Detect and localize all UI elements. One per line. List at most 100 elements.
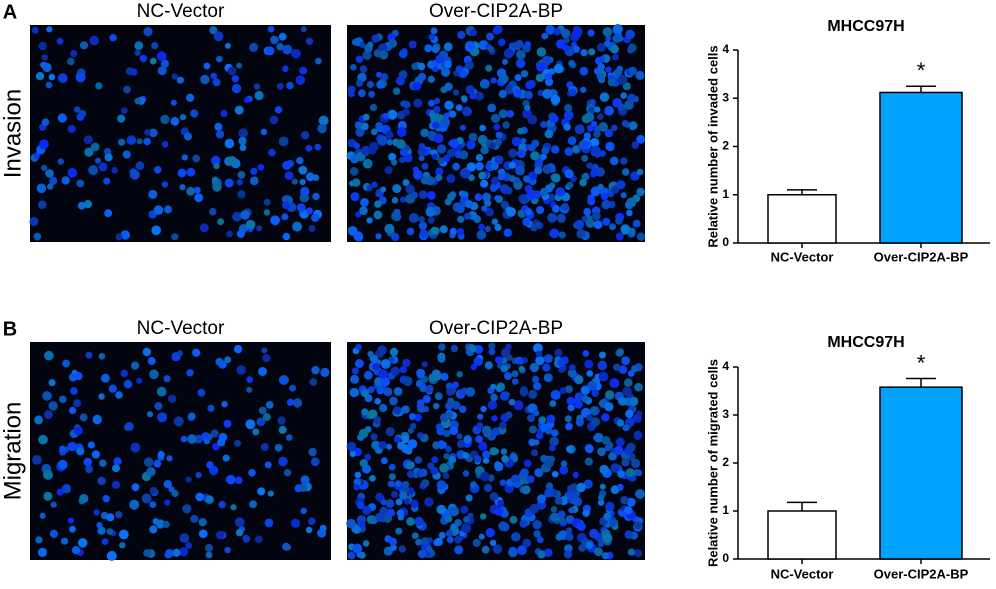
cell xyxy=(143,137,151,146)
cell xyxy=(537,494,546,504)
cell xyxy=(220,109,228,118)
cell xyxy=(555,187,566,197)
cell xyxy=(447,397,455,405)
cell xyxy=(281,213,289,221)
cell xyxy=(354,359,364,368)
cell xyxy=(69,406,77,414)
cell xyxy=(299,178,306,186)
cell xyxy=(98,393,105,400)
cell xyxy=(360,198,369,207)
y-tick-label: 3 xyxy=(722,90,729,104)
cell xyxy=(511,136,522,147)
cell xyxy=(368,409,378,419)
cell xyxy=(579,178,587,187)
cell xyxy=(353,142,360,150)
cell xyxy=(466,162,476,172)
cell xyxy=(594,106,601,113)
cell xyxy=(488,342,496,350)
cell xyxy=(456,228,465,236)
cell xyxy=(445,515,453,523)
cell xyxy=(41,118,50,126)
cell xyxy=(354,471,362,479)
cell xyxy=(347,551,356,560)
cell xyxy=(559,517,566,524)
cell xyxy=(443,154,451,163)
cell xyxy=(388,39,398,48)
cell xyxy=(380,376,390,387)
cell xyxy=(597,63,605,71)
chart-title: MHCC97H xyxy=(827,334,904,351)
cell xyxy=(543,373,553,383)
cell xyxy=(205,544,213,552)
cell xyxy=(454,536,462,544)
cell xyxy=(611,185,620,194)
cell xyxy=(146,467,156,477)
cell xyxy=(359,459,368,468)
cell xyxy=(366,184,373,191)
cell xyxy=(475,435,483,443)
cell xyxy=(148,128,158,138)
bar xyxy=(767,194,837,244)
cell xyxy=(69,525,76,533)
cell xyxy=(601,552,610,560)
cell xyxy=(529,503,539,514)
cell xyxy=(492,544,503,554)
cell xyxy=(369,475,376,482)
cell xyxy=(115,391,123,399)
cell xyxy=(610,44,619,54)
cell xyxy=(456,433,463,440)
cell xyxy=(373,210,383,220)
cell xyxy=(414,413,423,422)
cell xyxy=(528,144,536,152)
cell xyxy=(421,537,430,546)
cell xyxy=(627,370,635,377)
cell xyxy=(555,533,563,541)
cell xyxy=(490,176,499,185)
cell xyxy=(635,489,645,499)
cell xyxy=(444,198,452,206)
cell xyxy=(530,449,539,457)
cell xyxy=(264,518,274,528)
cell xyxy=(278,136,289,147)
cell xyxy=(576,229,586,239)
cell xyxy=(494,507,504,516)
cell xyxy=(583,132,592,140)
cell xyxy=(482,457,490,464)
cell xyxy=(218,432,228,442)
cell xyxy=(536,536,544,544)
cell xyxy=(269,115,279,125)
cell xyxy=(544,548,553,557)
cell xyxy=(508,161,516,169)
cell xyxy=(89,35,99,46)
cell xyxy=(200,74,210,85)
cell xyxy=(389,396,398,406)
cell xyxy=(522,538,532,548)
cell xyxy=(59,445,66,452)
cell xyxy=(421,361,428,368)
cell xyxy=(620,192,627,199)
cell xyxy=(449,506,460,517)
cell xyxy=(286,434,293,441)
cell xyxy=(149,57,157,65)
cell xyxy=(472,538,481,547)
cell xyxy=(519,519,528,528)
cell xyxy=(536,63,545,72)
cell xyxy=(142,347,151,357)
cell xyxy=(599,464,609,475)
cell xyxy=(436,144,447,154)
y-tick-label: 1 xyxy=(722,503,729,517)
cell xyxy=(455,65,463,73)
cell xyxy=(350,374,360,384)
cell xyxy=(566,445,574,453)
cell xyxy=(352,178,361,187)
cell xyxy=(481,545,490,554)
cell xyxy=(445,445,452,453)
cell xyxy=(249,500,257,509)
cell xyxy=(598,494,605,501)
cell xyxy=(436,504,447,515)
cell xyxy=(407,439,418,449)
cell xyxy=(399,491,408,500)
cell xyxy=(300,186,310,197)
cell xyxy=(411,62,419,71)
cell xyxy=(609,519,618,528)
